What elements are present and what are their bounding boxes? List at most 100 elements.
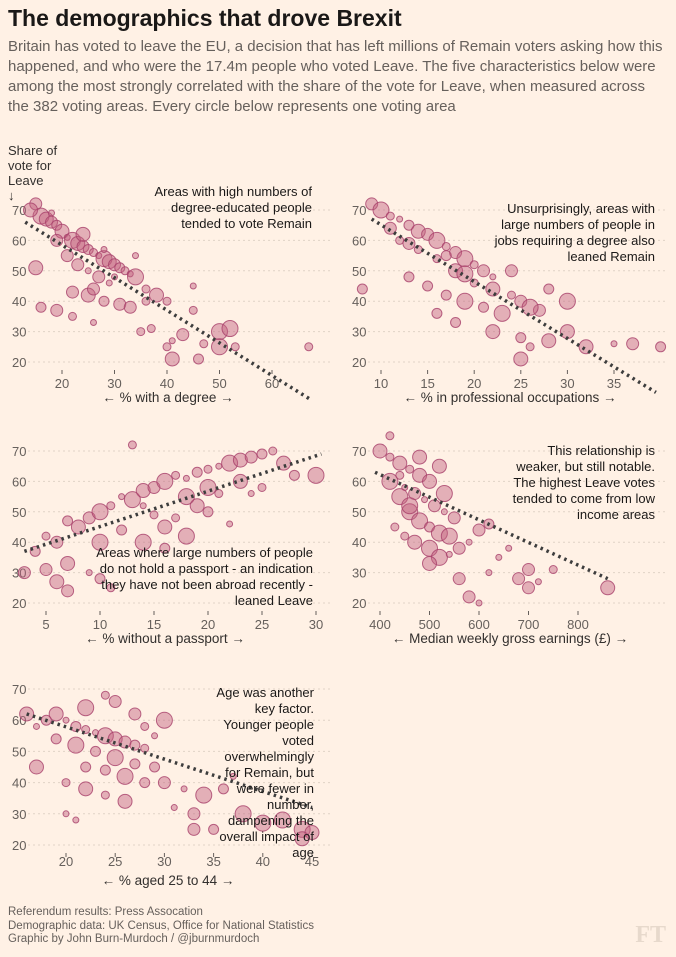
y-tick-label: 30 [12, 566, 26, 581]
x-tick-label: 30 [157, 854, 171, 869]
data-point [422, 473, 437, 489]
data-point [91, 503, 109, 521]
data-point [156, 472, 174, 490]
arrow-down-icon: ↓ [8, 188, 15, 203]
x-tick-label: 35 [206, 854, 220, 869]
x-tick-label: 30 [309, 617, 323, 632]
data-point [78, 781, 94, 797]
y-tick-label: 20 [12, 596, 26, 611]
data-point [159, 542, 171, 554]
data-point [411, 512, 429, 530]
y-tick-label: 40 [352, 294, 366, 309]
x-axis-title: ← % with a degree → [102, 390, 233, 405]
data-point [600, 580, 616, 596]
annotation-passport: Areas where large numbers of people do n… [96, 545, 313, 608]
data-point [129, 739, 141, 751]
data-point [77, 699, 95, 717]
data-point [402, 236, 416, 250]
data-point [610, 340, 618, 348]
data-point [626, 337, 640, 351]
y-tick-label: 50 [12, 744, 26, 759]
x-tick-label: 40 [256, 854, 270, 869]
data-point [440, 250, 452, 262]
data-point [514, 294, 528, 308]
data-point [485, 324, 501, 340]
data-point [422, 280, 434, 292]
data-point [164, 351, 180, 367]
data-point [171, 513, 181, 523]
data-point [372, 443, 388, 459]
y-tick-label: 20 [352, 355, 366, 370]
data-point [127, 268, 144, 286]
data-point [422, 555, 437, 571]
data-point [211, 338, 228, 356]
y-tick-label: 30 [352, 325, 366, 340]
data-point [385, 431, 395, 441]
data-point [221, 320, 239, 338]
x-tick-label: 25 [108, 854, 122, 869]
data-point [91, 533, 109, 551]
data-point [32, 722, 40, 730]
y-axis-label: Share of vote for Leave ↓ [8, 143, 68, 203]
data-point [472, 523, 486, 537]
data-point [304, 342, 314, 352]
data-point [421, 496, 429, 504]
data-point [456, 292, 474, 310]
data-point [108, 694, 122, 708]
data-point [203, 464, 213, 474]
data-point [105, 279, 113, 287]
x-tick-label: 20 [55, 376, 69, 391]
data-point [132, 252, 139, 260]
data-point [456, 265, 474, 283]
data-point [149, 287, 164, 303]
trend-line [23, 452, 322, 553]
y-tick-label: 70 [12, 682, 26, 697]
data-point [294, 831, 310, 847]
data-point [226, 520, 234, 528]
data-point [407, 534, 423, 550]
data-point [100, 246, 108, 254]
data-point [485, 569, 493, 577]
data-point [140, 721, 150, 731]
y-tick-label: 20 [12, 355, 26, 370]
ft-logo: FT [635, 922, 666, 948]
data-point [39, 563, 53, 577]
data-point [532, 303, 546, 317]
x-tick-label: 400 [369, 617, 391, 632]
data-point [129, 758, 141, 770]
data-point [493, 304, 511, 322]
data-point [385, 452, 395, 462]
x-tick-label: 15 [147, 617, 161, 632]
data-point [430, 524, 448, 542]
data-point [48, 209, 55, 217]
data-point [430, 548, 448, 566]
y-tick-label: 40 [352, 535, 366, 550]
data-point [92, 270, 106, 284]
data-point [99, 764, 111, 776]
data-point [113, 297, 127, 311]
data-point [256, 448, 268, 460]
data-point [76, 239, 90, 253]
data-point [495, 553, 503, 561]
data-point [146, 324, 156, 334]
trend-line [24, 220, 313, 402]
data-point [139, 502, 147, 510]
data-point [365, 197, 379, 211]
y-tick-label: 50 [12, 264, 26, 279]
data-point [383, 221, 397, 235]
data-point [162, 342, 172, 352]
y-tick-label: 70 [352, 444, 366, 459]
data-point [188, 305, 198, 315]
data-point [136, 327, 146, 337]
data-point [475, 599, 483, 607]
x-tick-label: 60 [265, 376, 279, 391]
data-point [128, 707, 142, 721]
data-point [217, 783, 229, 795]
data-point [177, 527, 195, 545]
data-point [106, 501, 116, 511]
data-point [558, 292, 576, 310]
data-point [195, 786, 213, 804]
footer-line: Referendum results: Press Assocation [8, 906, 203, 918]
y-tick-label: 60 [12, 474, 26, 489]
data-point [100, 690, 110, 700]
